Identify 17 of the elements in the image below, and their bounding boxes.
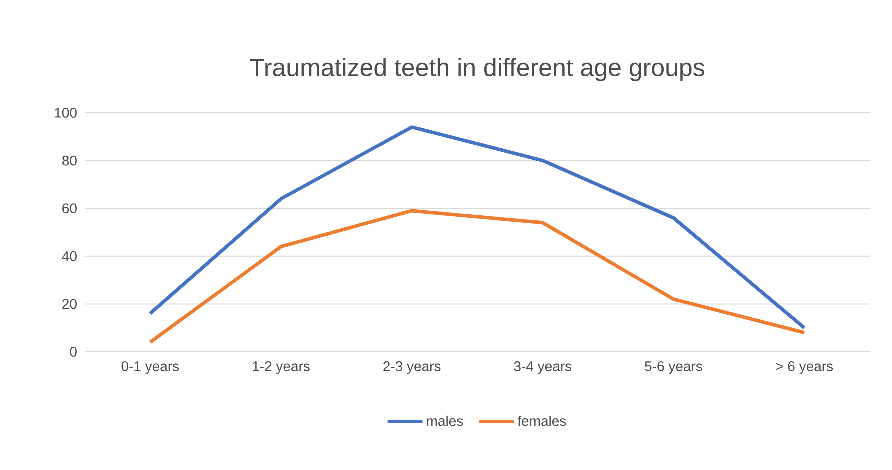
x-tick-label: 5-6 years	[645, 362, 702, 374]
y-tick-label: 20	[62, 299, 77, 310]
y-tick-label: 60	[62, 204, 77, 214]
line-series	[148, 209, 806, 344]
y-tick-label: 80	[62, 156, 77, 166]
chart-title: Traumatized teeth in different age groups	[250, 58, 704, 82]
y-tick-label: 0	[70, 347, 77, 357]
x-tick-label: 1-2 years	[253, 362, 310, 374]
y-tick-label: 40	[62, 251, 77, 262]
x-tick-label: 0-1 years	[122, 362, 180, 374]
line-series	[148, 126, 806, 330]
legend-label: males	[427, 416, 464, 426]
x-tick-label: > 6 years	[776, 362, 834, 374]
x-tick-label: 2-3 years	[384, 362, 441, 374]
y-tick-label: 100	[55, 108, 77, 118]
x-tick-label: 3-4 years	[514, 362, 572, 374]
legend-label: females	[518, 416, 566, 426]
